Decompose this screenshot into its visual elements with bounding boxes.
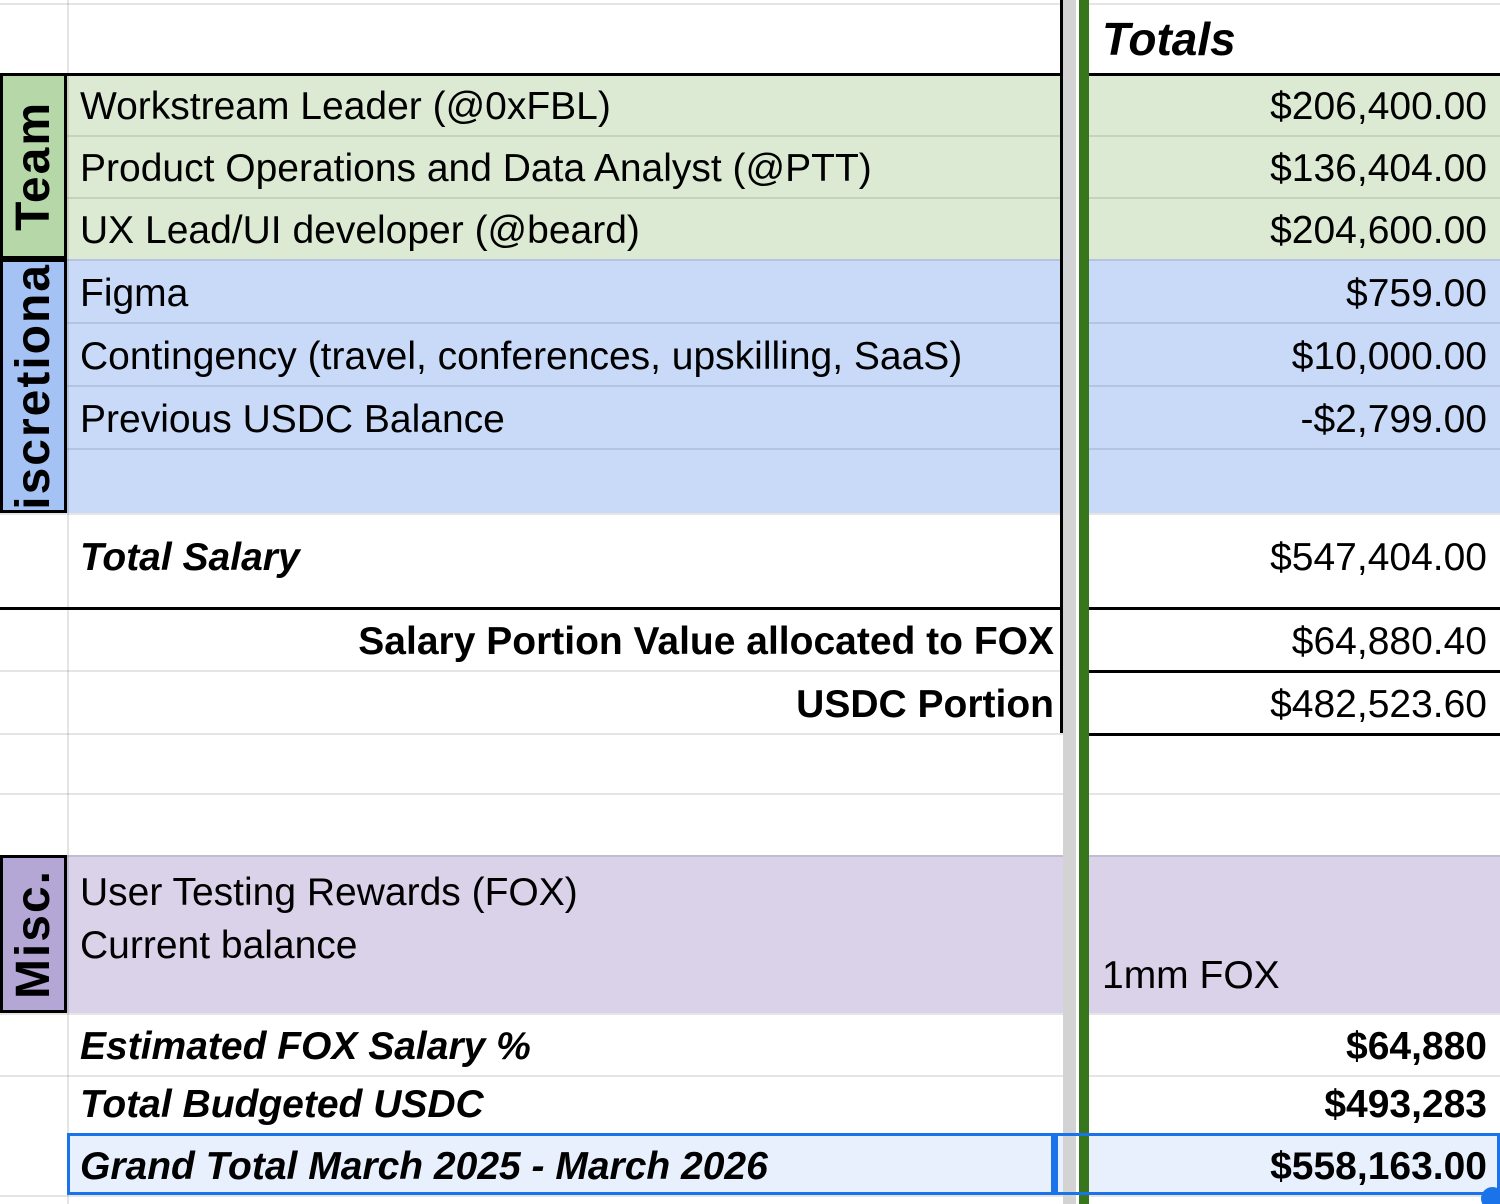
frozen-pane-divider [1063, 0, 1076, 1204]
cell-contingency-desc[interactable]: Contingency (travel, conferences, upskil… [80, 335, 963, 379]
frozen-pane-divider-edge [1076, 0, 1079, 1204]
border-salary-portion-bottom [1063, 670, 1500, 673]
cell-estimated-fox-desc[interactable]: Estimated FOX Salary % [80, 1025, 531, 1069]
selected-row-fill [67, 1133, 1500, 1195]
group-label-team[interactable]: Team [0, 73, 67, 259]
row-total-salary: Total Salary $547,404.00 [0, 513, 1500, 607]
cell-figma-desc[interactable]: Figma [80, 272, 189, 316]
cell-discretionary-empty[interactable] [67, 448, 1060, 513]
selection-frozen-edge [1051, 1136, 1058, 1192]
cell-total-salary-total[interactable]: $547,404.00 [1270, 535, 1487, 579]
row-product-ops: Product Operations and Data Analyst (@PT… [0, 135, 1500, 197]
cell-salary-portion-desc[interactable]: Salary Portion Value allocated to FOX [358, 620, 1054, 664]
row-fill [67, 73, 1500, 135]
gridline [0, 670, 1063, 672]
cell-workstream-leader-total[interactable]: $206,400.00 [1270, 85, 1487, 129]
group-label-discretionary-text: iscretiona [6, 262, 60, 510]
row-total-budgeted-usdc: Total Budgeted USDC $493,283 [0, 1075, 1500, 1133]
gridline [0, 448, 1500, 450]
gridline [0, 733, 1063, 735]
gridline [0, 793, 1500, 795]
row-figma: Figma $759.00 [0, 259, 1500, 322]
cell-previous-usdc-total[interactable]: -$2,799.00 [1300, 398, 1488, 442]
user-testing-line2: Current balance [80, 923, 358, 967]
cell-product-ops-total[interactable]: $136,404.00 [1270, 147, 1487, 191]
cell-total-budgeted-total[interactable]: $493,283 [1324, 1083, 1487, 1127]
group-label-discretionary[interactable]: iscretiona [0, 259, 67, 513]
row-contingency: Contingency (travel, conferences, upskil… [0, 322, 1500, 385]
gridline [0, 197, 1500, 199]
cell-estimated-fox-total[interactable]: $64,880 [1346, 1025, 1487, 1069]
cell-usdc-portion-total[interactable]: $482,523.60 [1270, 683, 1487, 727]
cell-user-testing-desc[interactable]: User Testing Rewards (FOX) Current balan… [67, 855, 1060, 1013]
cell-contingency-total[interactable]: $10,000.00 [1291, 335, 1487, 379]
gridline [0, 385, 1500, 387]
row-fill [67, 855, 1500, 1013]
cell-grand-total-desc[interactable]: Grand Total March 2025 - March 2026 [80, 1145, 768, 1189]
row-grand-total: Grand Total March 2025 - March 2026 $558… [0, 1133, 1500, 1195]
row-fill [67, 448, 1500, 513]
row-fill [67, 135, 1500, 197]
cell-ux-lead-total[interactable]: $204,600.00 [1270, 209, 1487, 253]
cell-usdc-portion-desc[interactable]: USDC Portion [796, 683, 1054, 727]
row-fill [67, 197, 1500, 259]
row-totals-header: Totals [0, 3, 1500, 73]
row-discretionary-empty [0, 448, 1500, 513]
cell-previous-usdc-desc[interactable]: Previous USDC Balance [80, 398, 505, 442]
border-total-salary-bottom [0, 607, 1500, 610]
row-previous-usdc: Previous USDC Balance -$2,799.00 [0, 385, 1500, 448]
row-estimated-fox-salary: Estimated FOX Salary % $64,880 [0, 1013, 1500, 1075]
cell-figma-total[interactable]: $759.00 [1346, 272, 1487, 316]
totals-header-cell[interactable]: Totals [1102, 12, 1236, 65]
row-fill [67, 259, 1500, 322]
row-fill [67, 385, 1500, 448]
border-usdc-portion-bottom [1063, 733, 1500, 736]
cell-total-budgeted-desc[interactable]: Total Budgeted USDC [80, 1083, 484, 1127]
row-workstream-leader: Workstream Leader (@0xFBL) $206,400.00 [0, 73, 1500, 135]
cell-salary-portion-total[interactable]: $64,880.40 [1291, 620, 1487, 664]
selection-fill-handle[interactable] [1481, 1187, 1500, 1204]
row-misc-user-testing: User Testing Rewards (FOX) Current balan… [0, 855, 1500, 1013]
gridline [0, 1013, 1500, 1015]
gridline-vertical [67, 0, 69, 1204]
border-description-column-right [1060, 0, 1063, 733]
gridline [0, 513, 1500, 515]
user-testing-line1: User Testing Rewards (FOX) [80, 871, 578, 914]
cell-workstream-leader-desc[interactable]: Workstream Leader (@0xFBL) [80, 85, 611, 129]
gridline [0, 855, 1500, 857]
gridline [0, 259, 1500, 261]
row-usdc-portion: USDC Portion $482,523.60 [0, 670, 1500, 733]
gridline [0, 135, 1500, 137]
gridline [0, 3, 1500, 5]
group-label-misc-text: Misc. [6, 868, 60, 1000]
cell-total-salary-desc[interactable]: Total Salary [80, 535, 300, 579]
group-label-team-text: Team [6, 101, 60, 231]
gridline [0, 1075, 1500, 1077]
gridline [0, 1195, 1500, 1197]
group-label-misc[interactable]: Misc. [0, 855, 67, 1013]
cell-product-ops-desc[interactable]: Product Operations and Data Analyst (@PT… [80, 147, 872, 191]
border-team-top [0, 73, 1500, 76]
row-salary-portion-fox: Salary Portion Value allocated to FOX $6… [0, 607, 1500, 670]
cell-grand-total-total[interactable]: $558,163.00 [1270, 1145, 1487, 1189]
cell-ux-lead-desc[interactable]: UX Lead/UI developer (@beard) [80, 209, 640, 253]
row-fill [67, 322, 1500, 385]
row-ux-lead: UX Lead/UI developer (@beard) $204,600.0… [0, 197, 1500, 259]
gridline [0, 322, 1500, 324]
totals-column-accent-bar [1079, 0, 1089, 1204]
cell-user-testing-total[interactable]: 1mm FOX [1102, 954, 1280, 998]
